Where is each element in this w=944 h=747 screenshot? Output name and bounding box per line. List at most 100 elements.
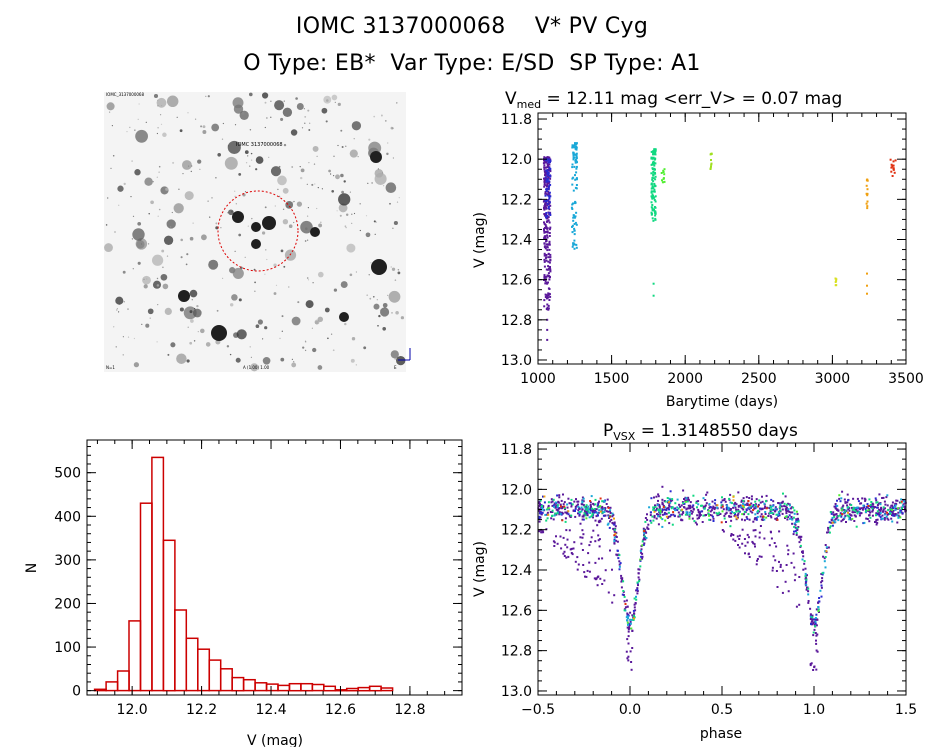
field-star	[270, 166, 282, 177]
field-star	[134, 129, 136, 131]
field-star	[232, 267, 244, 279]
lightcurve-point	[660, 172, 663, 174]
field-star	[170, 342, 176, 348]
finder-image-stars	[104, 92, 406, 372]
phased-point	[773, 542, 776, 544]
lightcurve-point	[545, 243, 548, 246]
phased-point	[804, 567, 807, 570]
phased-point	[589, 500, 592, 502]
lightcurve-point	[548, 235, 551, 237]
field-star	[189, 236, 194, 241]
phased-point	[698, 515, 701, 518]
phased-point	[642, 527, 645, 530]
field-star	[300, 168, 305, 173]
phased-point	[603, 508, 606, 511]
lightcurve-xtick-label: 2000	[667, 371, 703, 387]
phased-point	[754, 517, 757, 520]
phased-point	[565, 512, 568, 515]
phased-point	[588, 561, 591, 564]
phased-point	[649, 511, 652, 514]
phased-point	[591, 512, 594, 515]
field-star	[156, 176, 158, 178]
phased-point	[754, 545, 756, 548]
lightcurve-point	[547, 177, 549, 180]
phased-point	[689, 505, 691, 508]
phased-point	[850, 504, 853, 506]
field-star	[186, 253, 189, 256]
field-star	[254, 290, 256, 292]
phased-point	[668, 508, 670, 511]
phased-point	[815, 608, 818, 611]
lightcurve-point	[545, 190, 548, 192]
phased-point	[612, 513, 615, 516]
phased-point	[778, 512, 781, 515]
lightcurve-point	[548, 163, 551, 166]
field-star	[140, 243, 143, 245]
phased-point	[809, 664, 812, 667]
phased-point	[784, 515, 787, 518]
phased-point	[596, 512, 599, 515]
phased-point	[840, 515, 843, 518]
lightcurve-point	[654, 162, 657, 165]
lightcurve-point	[544, 166, 547, 169]
phased-point	[636, 590, 639, 592]
lightcurve-point	[546, 172, 549, 175]
lightcurve-point	[575, 171, 578, 174]
lightcurve-point	[651, 196, 654, 199]
lightcurve-point	[654, 150, 657, 153]
histogram-ytick-label: 300	[54, 553, 81, 569]
phased-point	[578, 514, 581, 517]
phased-point	[707, 513, 710, 515]
phased-point	[799, 544, 802, 547]
field-star	[186, 359, 190, 363]
histogram-bar	[368, 685, 382, 692]
phased-point	[661, 525, 664, 528]
field-star	[270, 116, 272, 118]
phased-point	[805, 577, 808, 580]
lightcurve-point	[549, 268, 552, 271]
field-star	[341, 146, 344, 148]
lightcurve-point	[570, 206, 573, 209]
phased-point	[827, 528, 830, 531]
phased-point	[561, 519, 564, 522]
phased-point	[777, 513, 780, 516]
phased-point	[889, 511, 891, 514]
phased-point	[759, 501, 762, 504]
phased-point	[623, 600, 626, 603]
lightcurve-point	[866, 207, 869, 210]
phased-point	[656, 504, 659, 507]
phased-point	[702, 506, 705, 509]
histogram-bar	[254, 682, 268, 692]
field-star	[216, 309, 219, 312]
lightcurve-point	[549, 259, 552, 262]
phased-point	[852, 506, 855, 509]
lightcurve-point	[546, 163, 549, 165]
phased-point	[684, 499, 687, 502]
phased-point	[900, 498, 903, 501]
phased-point	[875, 512, 878, 515]
lightcurve-point	[652, 294, 655, 297]
phased-point	[842, 504, 845, 507]
field-star	[156, 284, 160, 287]
phased-xtick-label: 0.5	[711, 702, 733, 718]
lightcurve-point	[548, 205, 550, 208]
phased-point	[582, 518, 585, 521]
phased-point	[641, 555, 644, 558]
field-star	[189, 310, 193, 314]
phased-point	[553, 505, 556, 508]
phased-point	[857, 500, 860, 503]
field-star	[351, 121, 362, 131]
phased-point	[671, 498, 674, 501]
phased-title-rest: = 1.3148550 days	[635, 421, 798, 441]
phased-point	[594, 498, 597, 501]
phased-point	[781, 569, 784, 572]
field-star	[137, 118, 139, 120]
field-star	[344, 322, 347, 326]
phased-point	[618, 560, 621, 563]
lightcurve-point	[891, 164, 894, 167]
lightcurve-point	[709, 167, 712, 170]
lightcurve-point	[547, 308, 550, 311]
phased-point	[849, 503, 852, 506]
phased-point	[761, 495, 763, 498]
lightcurve-point	[890, 170, 893, 173]
